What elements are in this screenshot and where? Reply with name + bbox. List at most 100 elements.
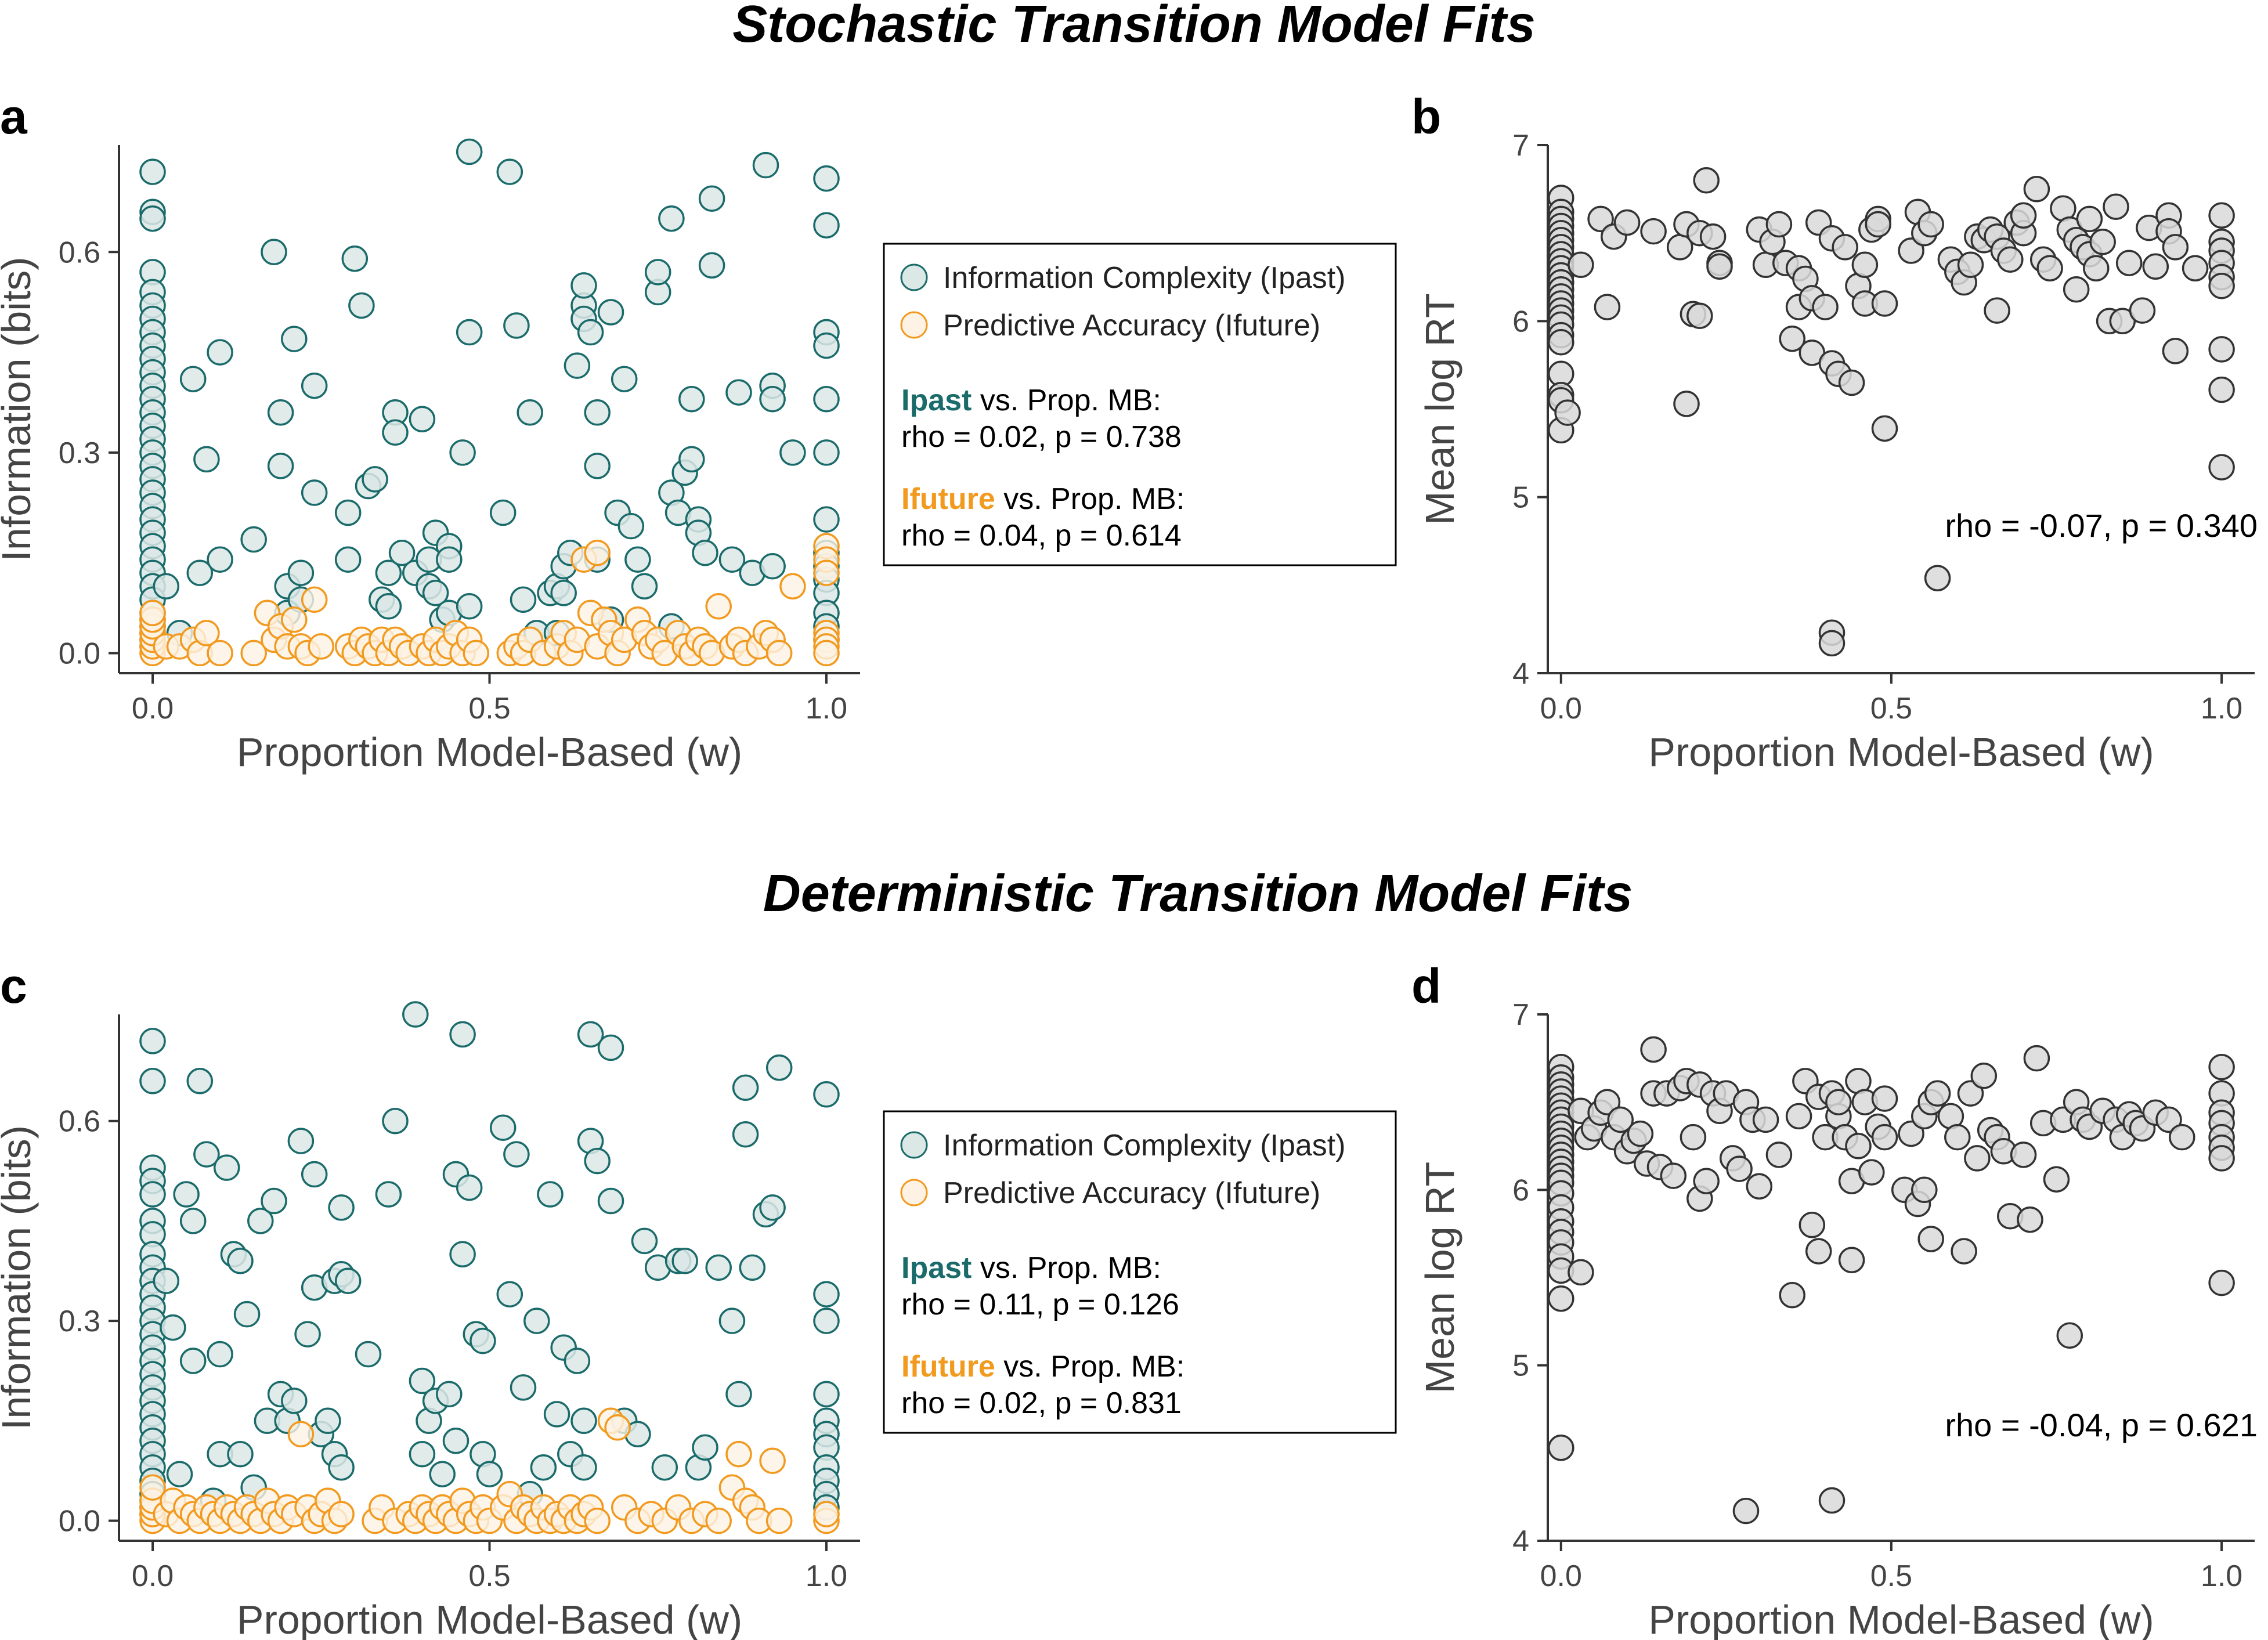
data-point (2208, 376, 2235, 403)
data-point (1957, 251, 1984, 279)
data-point (530, 1454, 557, 1481)
data-point (725, 1440, 752, 1468)
y-tick-label: 6 (1512, 1173, 1529, 1207)
data-point (301, 372, 328, 399)
data-point (1554, 399, 1581, 426)
data-point (2017, 1206, 2043, 1233)
data-point (1865, 211, 1891, 238)
series-rt (1548, 167, 2235, 657)
stat-ifuture-key-a: Ifuture (901, 482, 995, 516)
data-point (409, 406, 436, 433)
data-point (193, 620, 220, 646)
data-point (213, 1154, 240, 1181)
stat-ifuture-title-a: Ifuture vs. Prop. MB: (901, 482, 1184, 516)
data-point (375, 559, 402, 586)
data-point (2010, 202, 2037, 229)
x-tick-label: 0.5 (1870, 1559, 1912, 1593)
data-point (2208, 202, 2235, 229)
data-point (1957, 1080, 1984, 1107)
data-point (1964, 1145, 1991, 1172)
data-point (1686, 302, 1713, 329)
y-tick-label: 0.0 (59, 637, 100, 670)
data-point (1779, 325, 1805, 352)
y-axis-label: Mean log RT (1417, 293, 1462, 525)
data-point (281, 1388, 308, 1414)
data-point (1627, 1120, 1654, 1147)
y-tick-label: 0.3 (59, 1305, 100, 1338)
data-point (362, 466, 388, 493)
data-point (2036, 255, 2063, 282)
data-point (179, 366, 207, 392)
data-point (287, 1128, 315, 1154)
data-point (496, 158, 523, 185)
stat-ipast-key-c: Ipast (901, 1251, 972, 1285)
data-point (604, 1414, 631, 1441)
data-point (517, 399, 543, 426)
data-point (233, 1301, 261, 1328)
stat-ifuture-value-a: rho = 0.04, p = 0.614 (901, 519, 1182, 552)
data-point (1917, 1226, 1944, 1252)
data-point (1693, 1168, 1720, 1194)
data-point (153, 1267, 180, 1294)
data-point (463, 640, 490, 667)
data-point (1812, 294, 1839, 320)
data-point (1825, 1089, 1852, 1115)
data-point (813, 332, 840, 359)
data-point (409, 1440, 436, 1468)
data-point (139, 205, 166, 232)
y-tick-label: 4 (1512, 1525, 1529, 1558)
data-point (1548, 1285, 1574, 1312)
data-point (301, 1161, 328, 1188)
data-point (2010, 1142, 2037, 1168)
data-point (2063, 276, 2090, 303)
data-point (2043, 1166, 2070, 1193)
data-point (813, 1501, 840, 1527)
data-point (510, 586, 537, 613)
data-point (1845, 1133, 1872, 1159)
data-point (489, 1114, 517, 1141)
data-point (1548, 1435, 1574, 1461)
series-info (139, 138, 840, 660)
data-point (261, 1187, 287, 1215)
data-point (240, 526, 267, 553)
data-point (550, 580, 577, 606)
data-point (139, 158, 166, 185)
data-point (698, 252, 725, 279)
data-point (193, 446, 220, 473)
data-point (409, 1367, 436, 1395)
data-point (1898, 237, 1924, 264)
data-point (1871, 1085, 1898, 1112)
data-point (1984, 297, 2010, 324)
data-point (543, 1401, 570, 1428)
data-point (2076, 205, 2103, 233)
data-point (267, 453, 294, 479)
scatter-plot-a: 0.0 0.5 1.0 0.0 0.3 0.6 Proportion Model-Based… (0, 138, 860, 775)
data-point (1706, 253, 1733, 280)
data-point (456, 593, 483, 620)
data-point (503, 1141, 530, 1168)
panel-letter-b: b (1411, 89, 1441, 144)
legend-box-a: Information Complexity (Ipast) Predictiv… (883, 243, 1397, 566)
legend-marker-pred-c (900, 1179, 928, 1206)
data-point (2089, 229, 2116, 255)
data-point (2142, 253, 2169, 280)
data-point (334, 546, 362, 573)
section-title-stochastic: Stochastic Transition Model Fits (732, 0, 1536, 53)
data-point (2208, 272, 2235, 299)
data-point (718, 1307, 746, 1334)
data-point (449, 1021, 476, 1048)
data-point (1924, 1080, 1951, 1107)
data-point (725, 1381, 752, 1408)
data-point (678, 385, 705, 413)
data-point (1911, 1176, 1938, 1204)
data-point (597, 1187, 624, 1215)
stat-ifuture-key-c: Ifuture (901, 1350, 995, 1383)
data-point (422, 580, 449, 606)
data-point (510, 1374, 537, 1401)
data-point (564, 1348, 591, 1374)
data-point (470, 1327, 496, 1354)
data-point (658, 205, 685, 232)
stat-ipast-title-a: Ipast vs. Prop. MB: (901, 384, 1161, 417)
data-point (759, 385, 786, 413)
